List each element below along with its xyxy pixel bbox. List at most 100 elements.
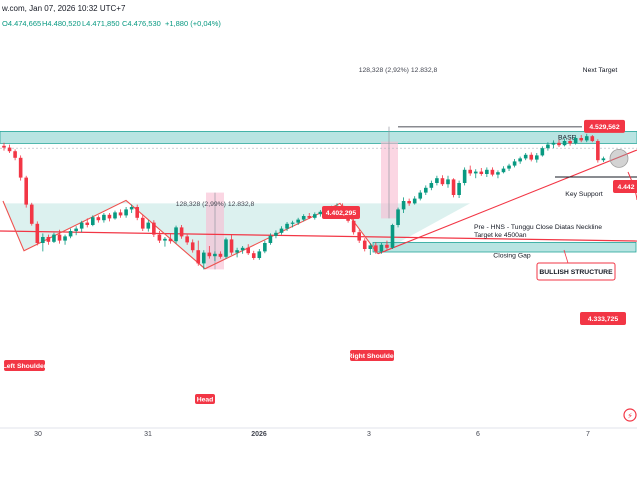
candle[interactable] xyxy=(518,156,522,164)
candle[interactable] xyxy=(52,232,56,243)
candle[interactable] xyxy=(74,226,78,236)
candle[interactable] xyxy=(351,218,356,235)
neckline[interactable] xyxy=(0,230,637,242)
candle[interactable] xyxy=(251,250,256,260)
candle[interactable] xyxy=(546,142,550,151)
candle[interactable] xyxy=(435,175,439,186)
candle[interactable] xyxy=(424,185,428,195)
candle[interactable] xyxy=(279,226,284,235)
candle[interactable] xyxy=(301,214,306,222)
candle[interactable] xyxy=(412,196,417,205)
candle[interactable] xyxy=(157,231,162,243)
candle[interactable] xyxy=(557,139,561,147)
candle[interactable] xyxy=(124,207,128,218)
candle[interactable] xyxy=(529,152,534,162)
candle[interactable] xyxy=(224,237,228,259)
candle[interactable] xyxy=(362,238,367,252)
candle[interactable] xyxy=(152,220,156,237)
candle[interactable] xyxy=(57,229,62,244)
candle[interactable] xyxy=(7,144,12,153)
candle[interactable] xyxy=(246,244,250,255)
candle[interactable] xyxy=(462,167,467,186)
candle[interactable] xyxy=(512,159,517,168)
candle[interactable] xyxy=(451,178,456,198)
candle[interactable] xyxy=(168,233,173,244)
candle[interactable] xyxy=(507,163,511,171)
candle[interactable] xyxy=(35,221,40,246)
candle[interactable] xyxy=(535,153,539,163)
candle[interactable] xyxy=(601,156,606,162)
candle[interactable] xyxy=(468,165,472,176)
candle[interactable] xyxy=(13,149,17,161)
candle[interactable] xyxy=(207,246,212,259)
candle[interactable] xyxy=(562,138,567,147)
candle[interactable] xyxy=(85,218,90,228)
candle[interactable] xyxy=(68,228,73,239)
candle[interactable] xyxy=(501,166,506,174)
candle[interactable] xyxy=(485,167,489,177)
candle[interactable] xyxy=(218,251,223,259)
candle[interactable] xyxy=(274,230,278,239)
candle[interactable] xyxy=(401,197,406,213)
candle[interactable] xyxy=(590,135,595,143)
candle[interactable] xyxy=(523,153,528,161)
candle[interactable] xyxy=(473,169,478,179)
candle[interactable] xyxy=(46,234,51,245)
candle[interactable] xyxy=(479,168,484,176)
candle[interactable] xyxy=(490,167,495,177)
candle[interactable] xyxy=(202,250,206,270)
candle[interactable] xyxy=(235,247,239,258)
candle[interactable] xyxy=(2,142,6,151)
candle[interactable] xyxy=(257,249,262,260)
candle[interactable] xyxy=(179,225,184,239)
candle[interactable] xyxy=(29,202,34,226)
candle[interactable] xyxy=(96,215,101,223)
candle[interactable] xyxy=(396,207,400,228)
candle[interactable] xyxy=(568,138,572,146)
candle[interactable] xyxy=(240,246,245,254)
candle[interactable] xyxy=(229,234,234,255)
candle[interactable] xyxy=(374,242,378,254)
candle[interactable] xyxy=(596,139,600,163)
candle[interactable] xyxy=(185,234,189,245)
candle[interactable] xyxy=(107,213,112,222)
candle[interactable] xyxy=(429,180,434,191)
candle[interactable] xyxy=(313,212,317,220)
candle[interactable] xyxy=(440,175,445,186)
candle[interactable] xyxy=(263,240,267,254)
candle[interactable] xyxy=(496,170,500,179)
candle[interactable] xyxy=(285,222,289,231)
candle[interactable] xyxy=(579,135,583,143)
candle[interactable] xyxy=(118,209,123,218)
candle[interactable] xyxy=(163,237,167,247)
alert-icon[interactable]: ⚡ xyxy=(623,408,637,422)
candle[interactable] xyxy=(18,155,23,181)
candle[interactable] xyxy=(318,210,323,217)
candle[interactable] xyxy=(368,243,373,255)
candle[interactable] xyxy=(357,229,361,243)
candle[interactable] xyxy=(113,210,117,220)
candle[interactable] xyxy=(307,213,312,219)
candle[interactable] xyxy=(268,233,273,245)
candle[interactable] xyxy=(407,198,411,206)
candle[interactable] xyxy=(573,135,578,145)
candle[interactable] xyxy=(290,220,295,228)
candle[interactable] xyxy=(213,251,217,261)
support-trendline[interactable] xyxy=(377,149,637,255)
candle[interactable] xyxy=(91,215,95,227)
candle[interactable] xyxy=(129,204,134,213)
candle[interactable] xyxy=(540,146,545,157)
candle[interactable] xyxy=(190,239,195,253)
candle[interactable] xyxy=(457,180,461,198)
candle[interactable] xyxy=(385,240,389,251)
candle[interactable] xyxy=(146,220,151,232)
candle[interactable] xyxy=(379,243,384,254)
candle[interactable] xyxy=(24,175,28,208)
candle[interactable] xyxy=(551,140,556,149)
candle[interactable] xyxy=(140,214,145,231)
candle[interactable] xyxy=(102,213,106,223)
candle[interactable] xyxy=(196,240,201,266)
candle[interactable] xyxy=(79,220,84,233)
